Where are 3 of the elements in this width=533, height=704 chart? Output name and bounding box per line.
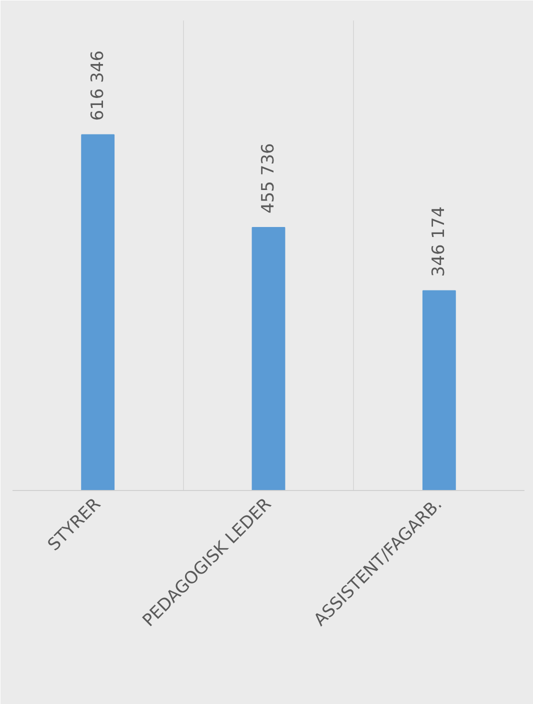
data-label: 346 174	[429, 206, 450, 277]
data-label: 455 736	[258, 143, 278, 214]
data-label: 616 346	[88, 50, 108, 121]
